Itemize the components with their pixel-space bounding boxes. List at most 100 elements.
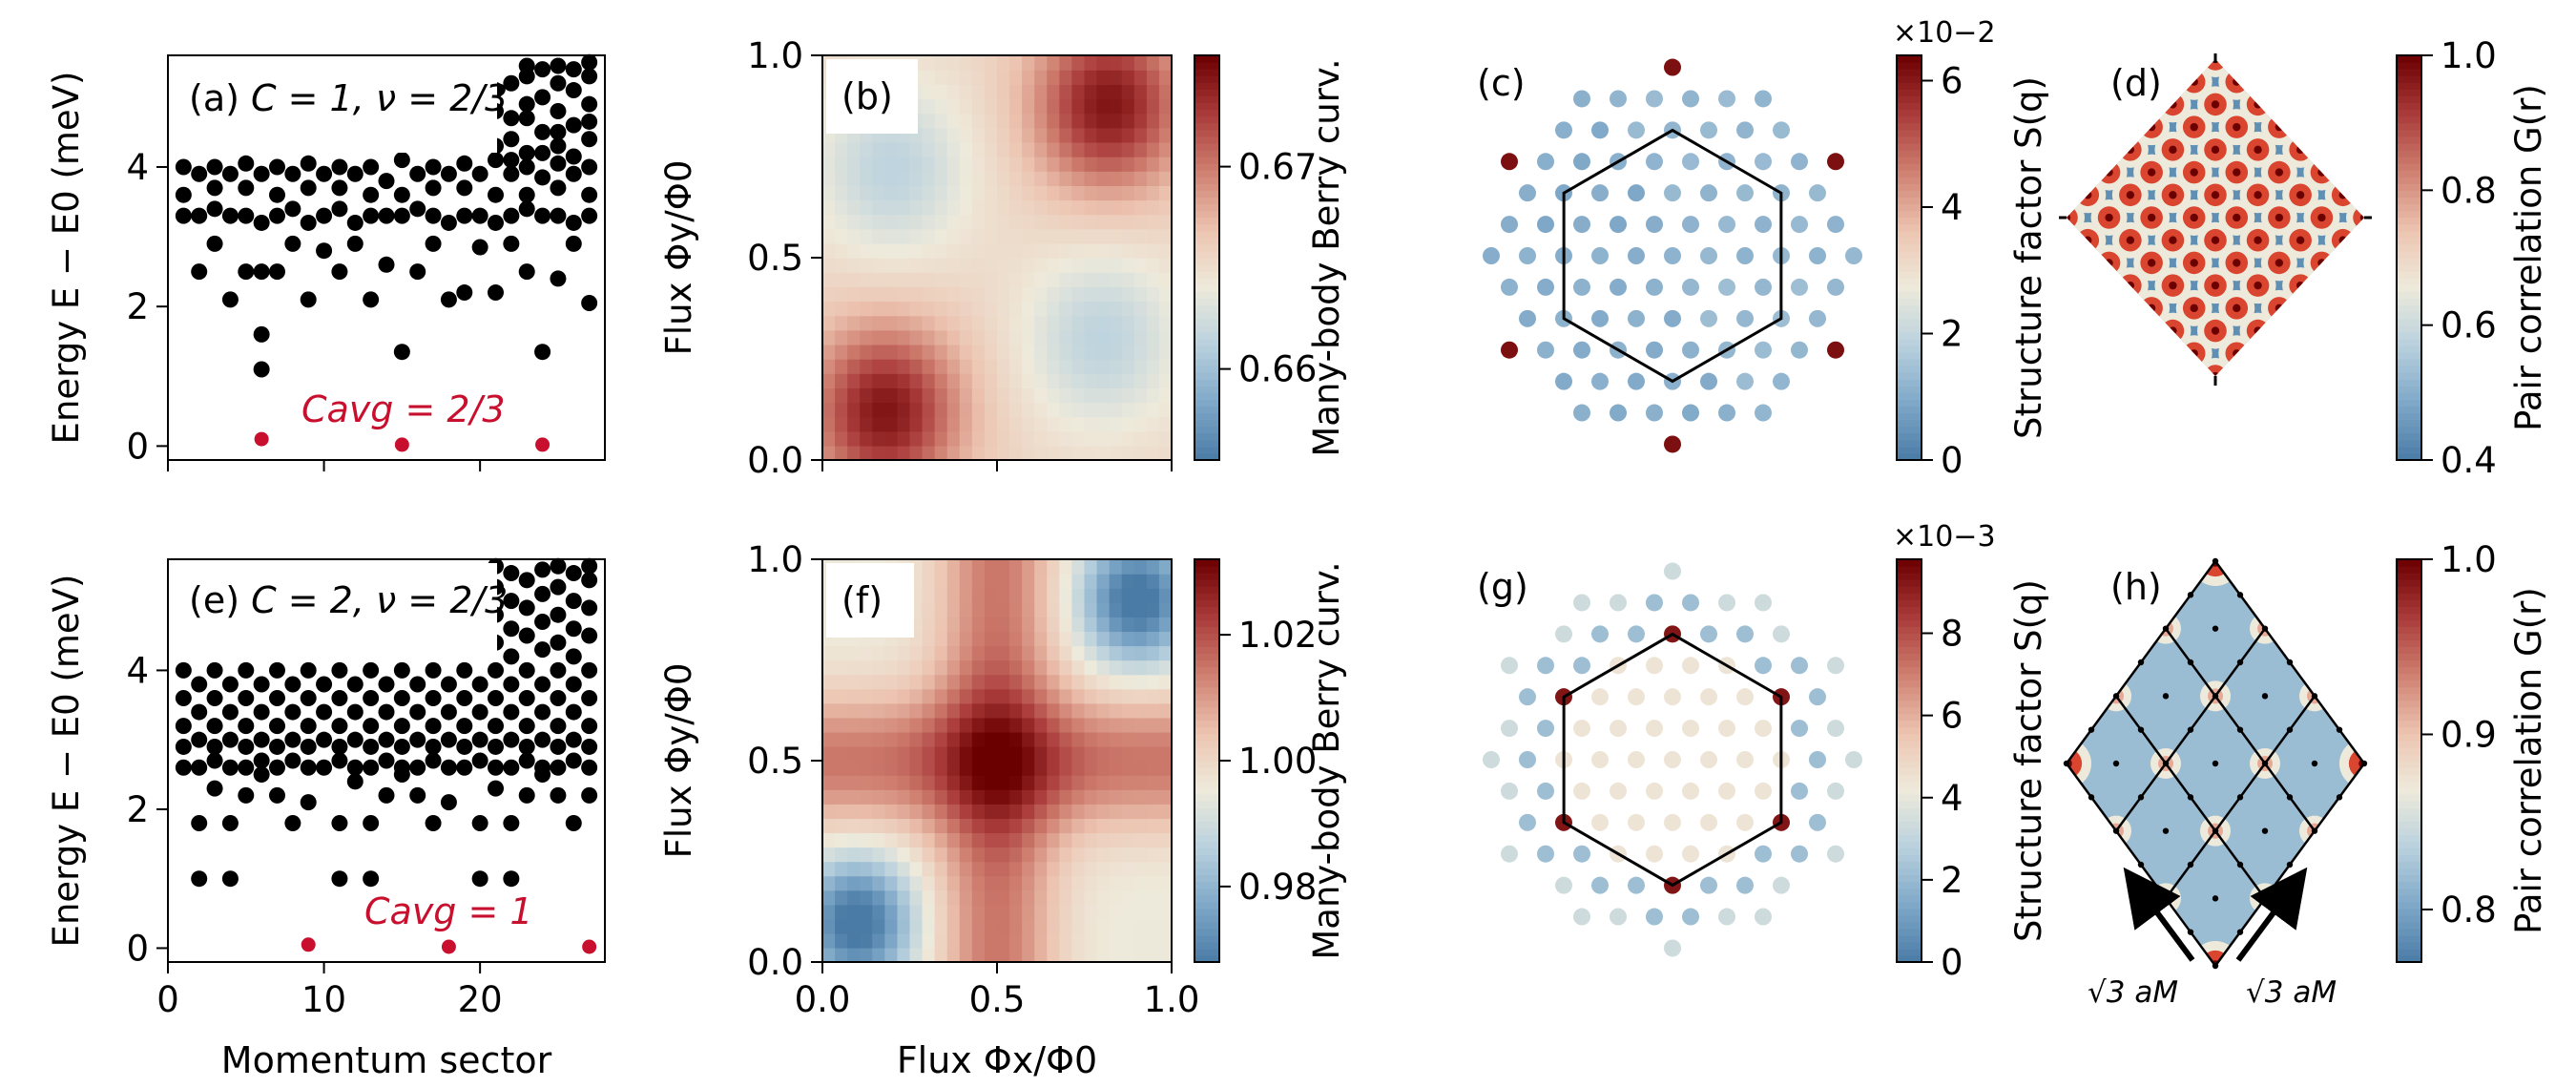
heatmap-cell: [835, 932, 848, 949]
colorbar-segment: [1195, 338, 1219, 346]
heatmap-cell: [909, 157, 924, 172]
heatmap-cell: [959, 359, 973, 374]
heatmap-cell: [934, 402, 948, 418]
pair-peak-center: [2233, 77, 2241, 86]
heatmap-cell: [1071, 272, 1086, 287]
heatmap-cell: [1084, 157, 1098, 172]
heatmap-cell: [997, 373, 1010, 388]
heatmap-cell: [1084, 387, 1098, 404]
colorbar-segment: [1897, 223, 1922, 232]
sf-point: [1718, 908, 1735, 926]
colorbar-segment: [1897, 619, 1922, 627]
heatmap-cell: [860, 731, 873, 747]
heatmap-cell: [847, 904, 861, 920]
heatmap-cell: [1096, 157, 1111, 172]
panel-a-annotation: Cavg = 2/3: [301, 388, 506, 430]
colorbar-segment: [1897, 888, 1922, 896]
lattice-dot: [2088, 794, 2095, 801]
heatmap-cell: [847, 373, 861, 388]
heatmap-cell: [897, 344, 911, 360]
colorbar-segment: [1897, 203, 1922, 212]
panel-a-ylabel: Energy E − E0 (meV): [46, 72, 87, 445]
sf-point: [1791, 657, 1808, 675]
spectrum-point: [238, 786, 255, 804]
heatmap-cell: [959, 602, 973, 617]
sf-point: [1664, 939, 1681, 957]
colorbar-segment: [2397, 250, 2421, 259]
pair-peak-core: [2161, 319, 2185, 343]
heatmap-cell: [909, 659, 924, 676]
sf-point: [1827, 278, 1844, 296]
heatmap-cell: [984, 574, 998, 589]
heatmap-cell: [897, 947, 911, 963]
heatmap-cell: [1022, 818, 1035, 834]
spectrum-point: [471, 870, 488, 888]
heatmap-cell: [984, 98, 998, 115]
spectrum-point: [253, 165, 270, 182]
heatmap-cell: [1009, 445, 1023, 461]
colorbar-segment: [2397, 659, 2421, 668]
colorbar-segment: [2397, 351, 2421, 360]
heatmap-cell: [1121, 717, 1135, 733]
sf-point: [1809, 309, 1826, 327]
spectrum-point: [363, 291, 380, 308]
heatmap-cell: [884, 904, 899, 920]
colorbar-segment: [1897, 115, 1922, 124]
heatmap-cell: [1047, 559, 1061, 575]
heatmap-cell: [872, 445, 886, 461]
heatmap-cell: [971, 631, 986, 647]
heatmap-cell: [984, 674, 998, 690]
heatmap-cell: [971, 645, 986, 661]
lattice-dot: [2088, 726, 2095, 733]
heatmap-cell: [822, 416, 836, 432]
heatmap-cell: [1096, 731, 1111, 747]
heatmap-cell: [1059, 286, 1073, 303]
heatmap-cell: [860, 745, 873, 762]
heatmap-cell: [934, 674, 948, 690]
heatmap-cell: [1121, 588, 1135, 603]
colorbar-segment: [1195, 82, 1219, 90]
heatmap-cell: [946, 141, 961, 157]
colorbar-segment: [2397, 331, 2421, 340]
heatmap-cell: [1009, 889, 1023, 906]
spectrum-point: [363, 690, 380, 707]
heatmap-cell: [997, 789, 1010, 805]
heatmap-cell: [835, 702, 848, 719]
sf-point: [1591, 372, 1609, 390]
spectrum-point: [534, 759, 551, 776]
heatmap-cell: [1146, 214, 1160, 230]
heatmap-cell: [959, 832, 973, 848]
heatmap-cell: [997, 602, 1010, 617]
heatmap-cell: [897, 889, 911, 906]
heatmap-cell: [897, 717, 911, 733]
spectrum-point: [503, 207, 520, 224]
heatmap-cell: [909, 402, 924, 418]
sf-point: [1573, 908, 1590, 926]
heatmap-cell: [1047, 702, 1061, 719]
colorbar-segment: [1897, 894, 1922, 903]
colorbar-segment: [1195, 706, 1219, 715]
lattice-dot: [2187, 592, 2194, 598]
sf-point: [1827, 782, 1844, 800]
spectrum-point: [238, 759, 255, 776]
pair-peak-center: [2233, 213, 2241, 222]
heatmap-cell: [1071, 947, 1086, 963]
sf-point: [1628, 625, 1645, 643]
colorbar-segment: [1195, 318, 1219, 326]
heatmap-cell: [934, 430, 948, 447]
sf-point: [1537, 341, 1554, 359]
heatmap-cell: [1096, 904, 1111, 920]
heatmap-cell: [1034, 588, 1048, 603]
heatmap-cell: [1158, 789, 1173, 805]
heatmap-cell: [884, 818, 899, 834]
heatmap-cell: [984, 818, 998, 834]
lattice-dot: [2162, 693, 2170, 700]
colorbar-segment: [1897, 82, 1922, 90]
colorbar-segment: [1897, 109, 1922, 117]
heatmap-cell: [1059, 559, 1073, 575]
colorbar-segment: [1195, 888, 1219, 896]
heatmap-cell: [1133, 344, 1148, 360]
colorbar-segment: [1195, 740, 1219, 748]
colorbar-segment: [1897, 157, 1922, 164]
heatmap-cell: [1059, 157, 1073, 172]
